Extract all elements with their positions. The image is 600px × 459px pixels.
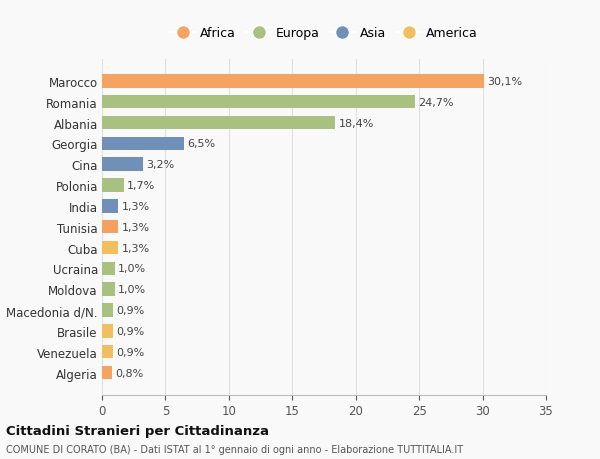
Bar xyxy=(102,75,484,89)
Text: 30,1%: 30,1% xyxy=(487,77,522,87)
Bar xyxy=(102,283,115,297)
Text: 18,4%: 18,4% xyxy=(338,118,374,128)
Bar xyxy=(102,366,112,380)
Bar xyxy=(102,262,115,275)
Bar xyxy=(102,241,118,255)
Bar xyxy=(102,179,124,192)
Text: 1,0%: 1,0% xyxy=(118,264,146,274)
Text: 1,3%: 1,3% xyxy=(122,222,150,232)
Text: Cittadini Stranieri per Cittadinanza: Cittadini Stranieri per Cittadinanza xyxy=(6,424,269,437)
Text: 0,9%: 0,9% xyxy=(116,326,145,336)
Bar xyxy=(102,303,113,317)
Text: 3,2%: 3,2% xyxy=(146,160,174,170)
Bar xyxy=(102,220,118,234)
Bar xyxy=(102,345,113,359)
Text: 1,3%: 1,3% xyxy=(122,243,150,253)
Text: 1,3%: 1,3% xyxy=(122,202,150,212)
Text: 24,7%: 24,7% xyxy=(419,97,454,107)
Text: 0,8%: 0,8% xyxy=(115,368,143,378)
Text: 6,5%: 6,5% xyxy=(188,139,216,149)
Text: 1,0%: 1,0% xyxy=(118,285,146,295)
Text: 1,7%: 1,7% xyxy=(127,181,155,190)
Bar xyxy=(102,158,143,172)
Text: 0,9%: 0,9% xyxy=(116,347,145,357)
Bar xyxy=(102,200,118,213)
Text: COMUNE DI CORATO (BA) - Dati ISTAT al 1° gennaio di ogni anno - Elaborazione TUT: COMUNE DI CORATO (BA) - Dati ISTAT al 1°… xyxy=(6,444,463,454)
Bar xyxy=(102,325,113,338)
Legend: Africa, Europa, Asia, America: Africa, Europa, Asia, America xyxy=(165,22,483,45)
Bar xyxy=(102,137,184,151)
Text: 0,9%: 0,9% xyxy=(116,305,145,315)
Bar xyxy=(102,95,415,109)
Bar xyxy=(102,117,335,130)
